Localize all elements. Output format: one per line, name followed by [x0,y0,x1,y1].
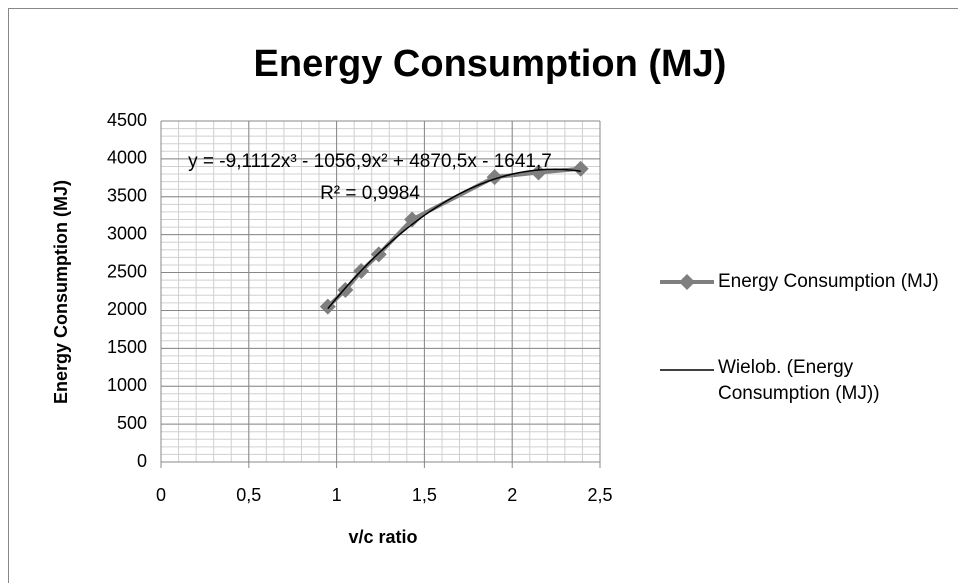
legend-entry: Wielob. (Energy Consumption (MJ)) [718,357,880,404]
y-tick-label: 2000 [107,299,147,319]
y-tick-label: 500 [117,413,147,433]
y-axis-label: Energy Consumption (MJ) [51,180,71,404]
x-axis-label: v/c ratio [348,527,417,547]
x-tick-label: 0,5 [236,485,261,505]
data-point [337,281,354,298]
y-tick-label: 1000 [107,375,147,395]
chart-title: Energy Consumption (MJ) [254,43,727,85]
x-tick-label: 1,5 [412,485,437,505]
y-tick-label: 4000 [107,148,147,168]
trendline-equation: y = -9,1112x³ - 1056,9x² + 4870,5x - 164… [188,151,552,172]
x-tick-label: 0 [156,485,166,505]
data-point [404,211,421,228]
x-tick-label: 1 [332,485,342,505]
trendline-r2: R² = 0,9984 [320,183,420,204]
trendline-label: y = -9,1112x³ - 1056,9x² + 4870,5x - 164… [170,146,570,210]
y-tick-label: 0 [137,451,147,471]
y-tick-label: 4500 [107,110,147,130]
x-tick-label: 2 [507,485,517,505]
y-tick-label: 3500 [107,186,147,206]
legend-entry: Energy Consumption (MJ) [718,271,939,292]
y-tick-label: 2500 [107,261,147,281]
legend-marker [679,274,695,290]
x-tick-label: 2,5 [587,485,612,505]
data-point [572,160,589,177]
trendline [327,168,581,310]
data-point [530,164,547,181]
y-tick-label: 3000 [107,223,147,243]
y-tick-label: 1500 [107,337,147,357]
